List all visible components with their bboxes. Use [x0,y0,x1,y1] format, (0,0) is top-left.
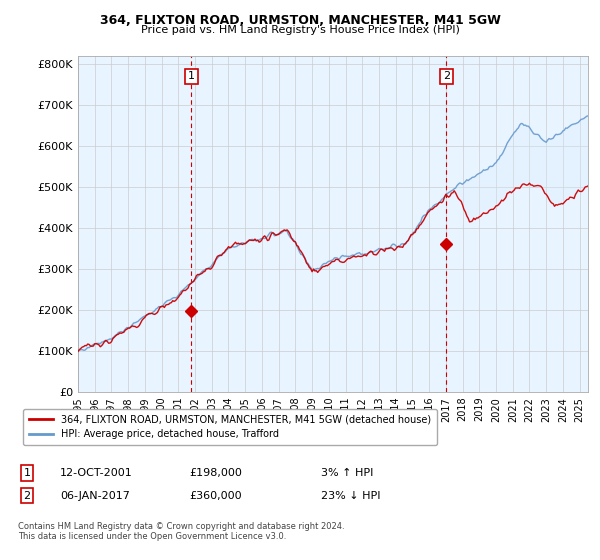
Text: Price paid vs. HM Land Registry's House Price Index (HPI): Price paid vs. HM Land Registry's House … [140,25,460,35]
Text: £198,000: £198,000 [189,468,242,478]
Text: 2: 2 [23,491,31,501]
Text: 364, FLIXTON ROAD, URMSTON, MANCHESTER, M41 5GW: 364, FLIXTON ROAD, URMSTON, MANCHESTER, … [100,14,500,27]
Legend: 364, FLIXTON ROAD, URMSTON, MANCHESTER, M41 5GW (detached house), HPI: Average p: 364, FLIXTON ROAD, URMSTON, MANCHESTER, … [23,409,437,445]
Text: 2: 2 [443,72,450,82]
Text: 12-OCT-2001: 12-OCT-2001 [60,468,133,478]
Text: 06-JAN-2017: 06-JAN-2017 [60,491,130,501]
Text: 1: 1 [188,72,195,82]
Text: £360,000: £360,000 [189,491,242,501]
Text: 1: 1 [23,468,31,478]
Text: Contains HM Land Registry data © Crown copyright and database right 2024.
This d: Contains HM Land Registry data © Crown c… [18,522,344,542]
Text: 3% ↑ HPI: 3% ↑ HPI [321,468,373,478]
Text: 23% ↓ HPI: 23% ↓ HPI [321,491,380,501]
